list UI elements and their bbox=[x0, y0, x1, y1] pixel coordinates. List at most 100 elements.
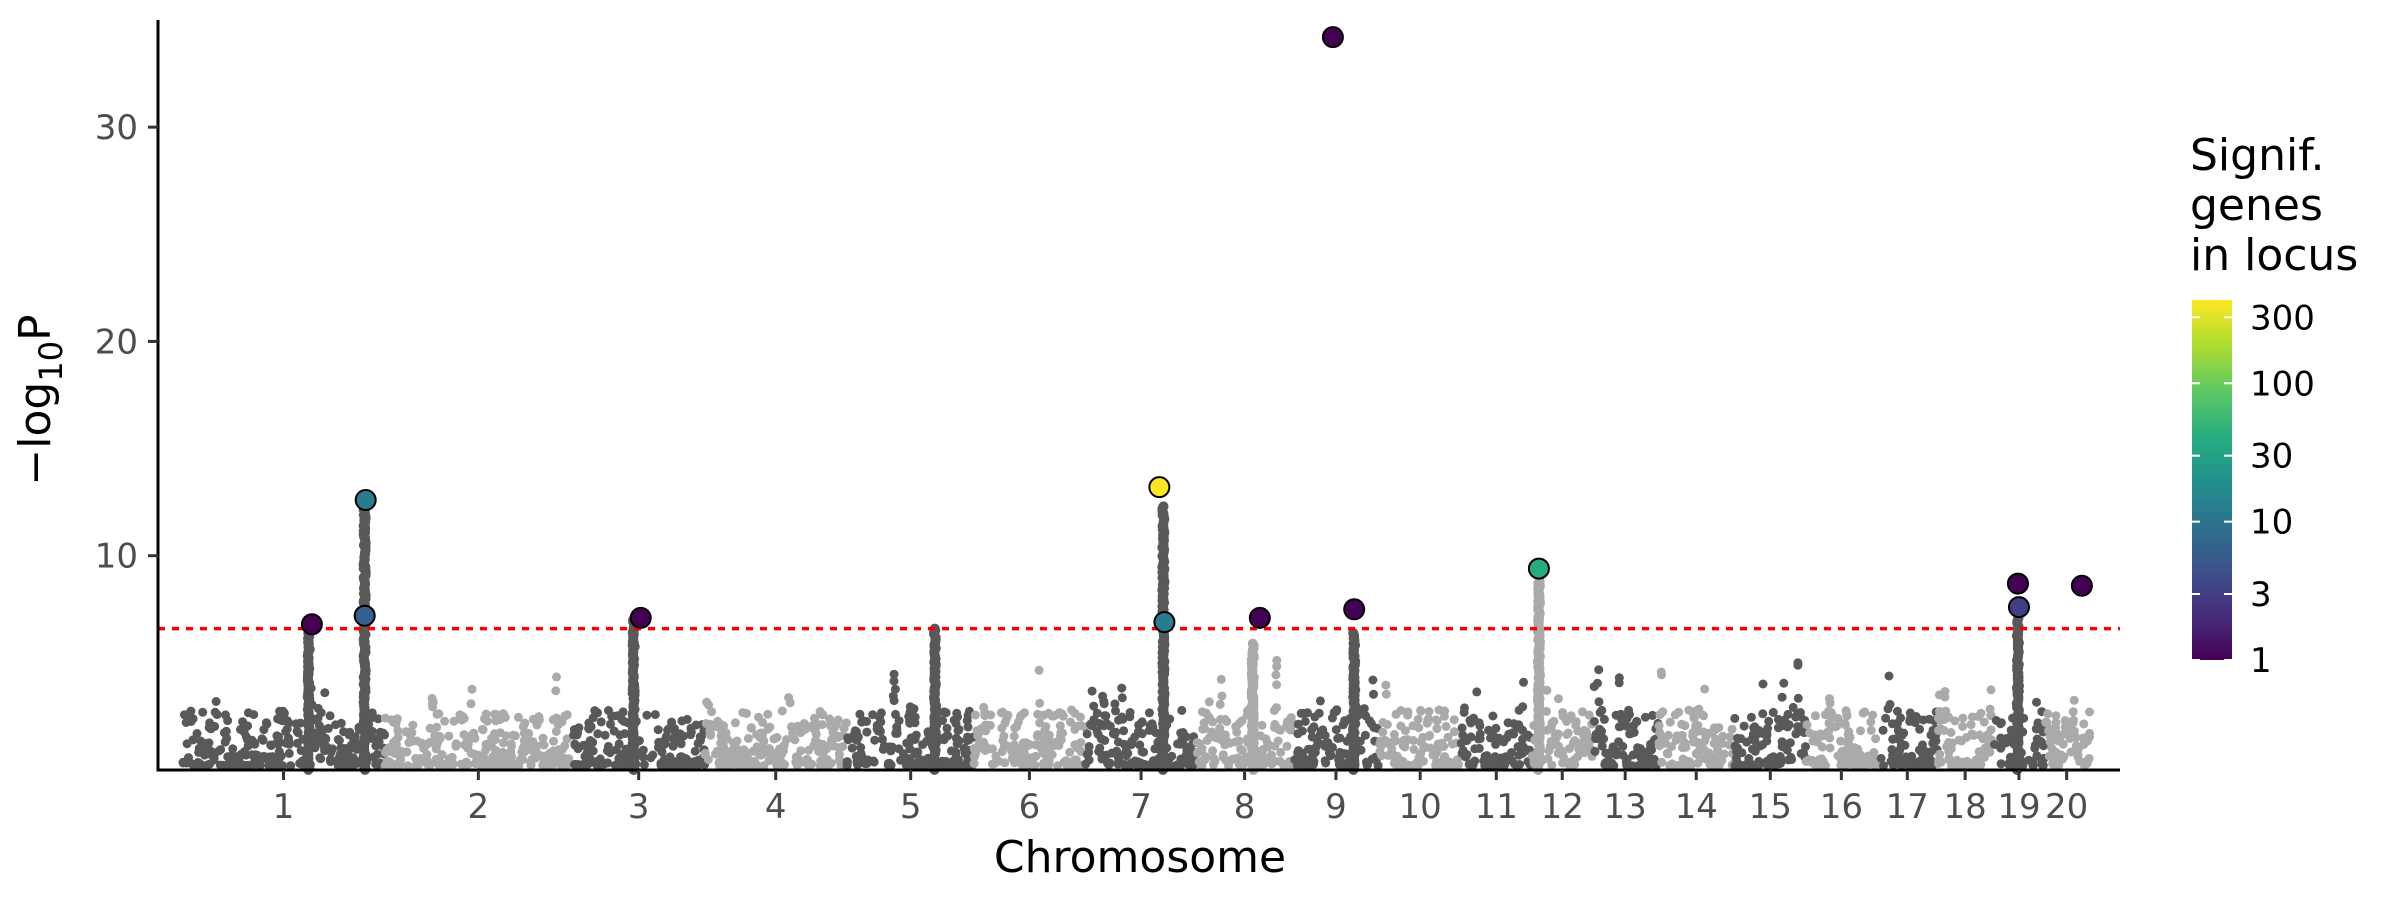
snp-point bbox=[876, 708, 886, 718]
snp-point bbox=[1817, 754, 1827, 764]
snp-point bbox=[1856, 726, 1865, 736]
x-tick-label: 1 bbox=[273, 787, 295, 827]
snp-point bbox=[478, 725, 488, 735]
snp-point bbox=[545, 748, 555, 758]
snp-point bbox=[667, 760, 677, 770]
snp-point bbox=[1270, 741, 1280, 751]
snp-points-chr-17 bbox=[1876, 671, 1942, 771]
snp-point bbox=[1518, 748, 1528, 758]
snp-point bbox=[449, 716, 459, 726]
snp-point bbox=[179, 710, 189, 720]
snp-point bbox=[970, 710, 980, 720]
snp-point bbox=[1744, 754, 1754, 763]
snp-point bbox=[1788, 702, 1798, 712]
snp-point bbox=[663, 725, 673, 735]
snp-point bbox=[1946, 728, 1956, 737]
snp-point bbox=[320, 688, 330, 698]
snp-point bbox=[853, 732, 863, 742]
snp-point bbox=[1876, 753, 1886, 763]
lead-snp-marker-12 bbox=[2007, 596, 2030, 619]
snp-point bbox=[596, 717, 606, 727]
snp-point bbox=[1075, 712, 1085, 722]
snp-point bbox=[1308, 749, 1318, 759]
snp-point bbox=[705, 725, 715, 735]
snp-point bbox=[1514, 742, 1524, 751]
snp-point bbox=[2085, 707, 2094, 717]
snp-point bbox=[1298, 708, 1308, 718]
snp-point bbox=[1924, 714, 1934, 724]
snp-point bbox=[569, 725, 579, 735]
snp-point bbox=[257, 734, 267, 744]
snp-point bbox=[326, 757, 336, 767]
snp-point bbox=[1067, 705, 1077, 715]
snp-point bbox=[1962, 756, 1972, 766]
snp-point bbox=[1117, 683, 1127, 693]
snp-point bbox=[746, 723, 756, 733]
snp-point bbox=[942, 731, 952, 741]
snp-point bbox=[1866, 725, 1876, 735]
snp-point bbox=[395, 760, 405, 770]
snp-point bbox=[1383, 751, 1393, 760]
snp-point bbox=[1824, 706, 1834, 716]
snp-point bbox=[1007, 753, 1017, 763]
snp-point bbox=[1562, 730, 1572, 739]
snp-point bbox=[215, 760, 225, 770]
snp-point bbox=[1933, 713, 1943, 723]
snp-point bbox=[292, 726, 302, 736]
snp-point bbox=[613, 711, 622, 721]
peak-column-5 bbox=[1157, 501, 1170, 775]
snp-point bbox=[1632, 717, 1642, 727]
snp-point bbox=[862, 727, 872, 737]
snp-point bbox=[498, 738, 508, 748]
snp-point bbox=[1447, 739, 1457, 749]
snp-point bbox=[1348, 627, 1359, 638]
snp-point bbox=[1432, 716, 1442, 726]
snp-point bbox=[1940, 687, 1950, 696]
peak-column-6 bbox=[1246, 638, 1259, 775]
snp-point bbox=[852, 758, 862, 768]
snp-point bbox=[1699, 727, 1709, 737]
snp-point bbox=[885, 742, 895, 752]
snp-point bbox=[806, 721, 816, 731]
snp-point bbox=[1486, 733, 1495, 743]
snp-points-chr-18 bbox=[1933, 685, 1996, 771]
snp-point bbox=[1263, 757, 1273, 767]
snp-point bbox=[1110, 699, 1120, 709]
snp-point bbox=[1418, 756, 1428, 766]
snp-point bbox=[1700, 684, 1710, 694]
snp-point bbox=[862, 717, 872, 726]
y-tick-label: 10 bbox=[95, 537, 138, 577]
snp-point bbox=[969, 744, 979, 753]
snp-point bbox=[2028, 756, 2038, 766]
snp-point bbox=[284, 748, 294, 758]
snp-point bbox=[431, 742, 441, 752]
snp-point bbox=[713, 722, 723, 732]
snp-point bbox=[1640, 712, 1650, 722]
snp-point bbox=[1793, 658, 1803, 668]
snp-point bbox=[1105, 721, 1115, 731]
snp-point bbox=[393, 726, 403, 736]
snp-point bbox=[913, 747, 923, 757]
snp-point bbox=[738, 708, 748, 718]
snp-point bbox=[1594, 697, 1604, 707]
snp-point bbox=[969, 759, 979, 768]
snp-point bbox=[1915, 724, 1925, 734]
snp-point bbox=[639, 760, 649, 770]
snp-point bbox=[1700, 736, 1710, 746]
snp-point bbox=[1730, 761, 1740, 770]
snp-point bbox=[889, 676, 899, 686]
snp-point bbox=[1934, 756, 1944, 766]
snp-point bbox=[763, 724, 773, 734]
snp-point bbox=[1209, 760, 1218, 769]
snp-point bbox=[716, 738, 726, 748]
snp-point bbox=[1690, 706, 1700, 716]
snp-point bbox=[1812, 737, 1822, 747]
snp-point bbox=[1480, 760, 1490, 770]
peak-column-9 bbox=[2011, 612, 2024, 775]
snp-point bbox=[563, 759, 573, 769]
snp-point bbox=[793, 754, 803, 763]
snp-point bbox=[380, 730, 390, 740]
snp-point bbox=[1958, 721, 1968, 731]
x-tick-label: 14 bbox=[1675, 787, 1718, 827]
snp-point bbox=[1825, 698, 1835, 708]
